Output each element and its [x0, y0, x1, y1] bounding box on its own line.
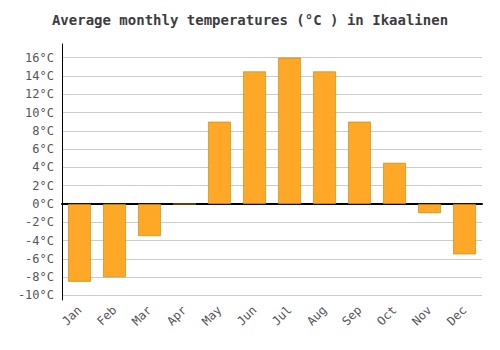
svg-text:Oct: Oct: [374, 303, 399, 328]
svg-text:2°C: 2°C: [32, 179, 54, 193]
svg-text:6°C: 6°C: [32, 142, 54, 156]
svg-text:16°C: 16°C: [25, 51, 54, 65]
svg-text:-2°C: -2°C: [25, 215, 54, 229]
svg-text:14°C: 14°C: [25, 69, 54, 83]
svg-text:Mar: Mar: [129, 303, 154, 328]
svg-text:Aug: Aug: [304, 303, 329, 328]
svg-text:Jan: Jan: [59, 303, 84, 328]
svg-text:10°C: 10°C: [25, 106, 54, 120]
svg-text:Jun: Jun: [234, 303, 259, 328]
svg-text:Sep: Sep: [339, 303, 364, 328]
svg-text:-4°C: -4°C: [25, 234, 54, 248]
svg-text:Nov: Nov: [409, 303, 434, 328]
svg-text:4°C: 4°C: [32, 160, 54, 174]
svg-text:Average monthly temperatures (: Average monthly temperatures (°C ) in Ik…: [52, 12, 448, 28]
svg-text:May: May: [199, 303, 224, 328]
svg-text:-6°C: -6°C: [25, 252, 54, 266]
svg-text:0°C: 0°C: [32, 197, 54, 211]
svg-text:Dec: Dec: [444, 303, 469, 328]
svg-text:Apr: Apr: [164, 303, 189, 328]
svg-text:8°C: 8°C: [32, 124, 54, 138]
svg-text:-8°C: -8°C: [25, 270, 54, 284]
svg-text:Jul: Jul: [269, 303, 294, 328]
svg-text:12°C: 12°C: [25, 87, 54, 101]
svg-text:Feb: Feb: [94, 303, 119, 328]
svg-text:-10°C: -10°C: [18, 288, 54, 302]
